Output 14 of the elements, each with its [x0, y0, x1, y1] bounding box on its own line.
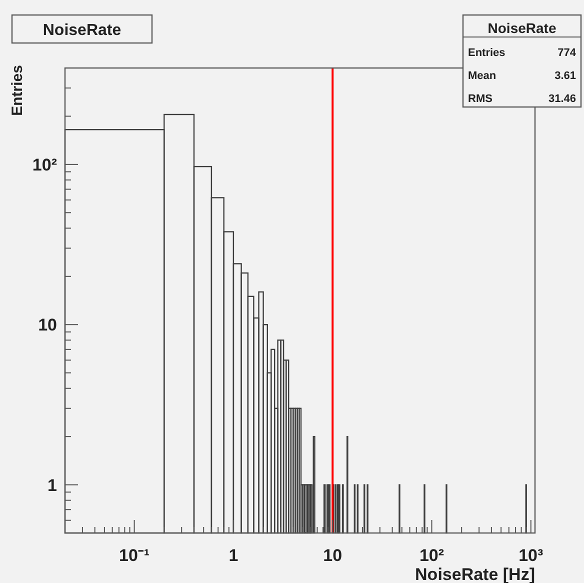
text: Entries 774	[468, 47, 576, 59]
chart-title: NoiseRate	[42, 22, 122, 39]
y-tick-label: 1	[48, 476, 57, 495]
y-axis-title: Entries	[9, 65, 26, 116]
y-tick-label: 10	[38, 316, 57, 335]
x-tick-label: 10²	[419, 546, 444, 565]
x-tick-label: 10	[323, 546, 342, 565]
text: RMS 31.46	[468, 93, 576, 105]
y-tick-label: 10²	[32, 155, 58, 174]
text: Mean 3.61	[468, 70, 576, 82]
x-tick-label: 10⁻¹	[119, 546, 150, 565]
x-tick-label: 10³	[518, 546, 544, 565]
x-tick-label: 1	[228, 546, 238, 565]
text: NoiseRate	[488, 20, 556, 36]
